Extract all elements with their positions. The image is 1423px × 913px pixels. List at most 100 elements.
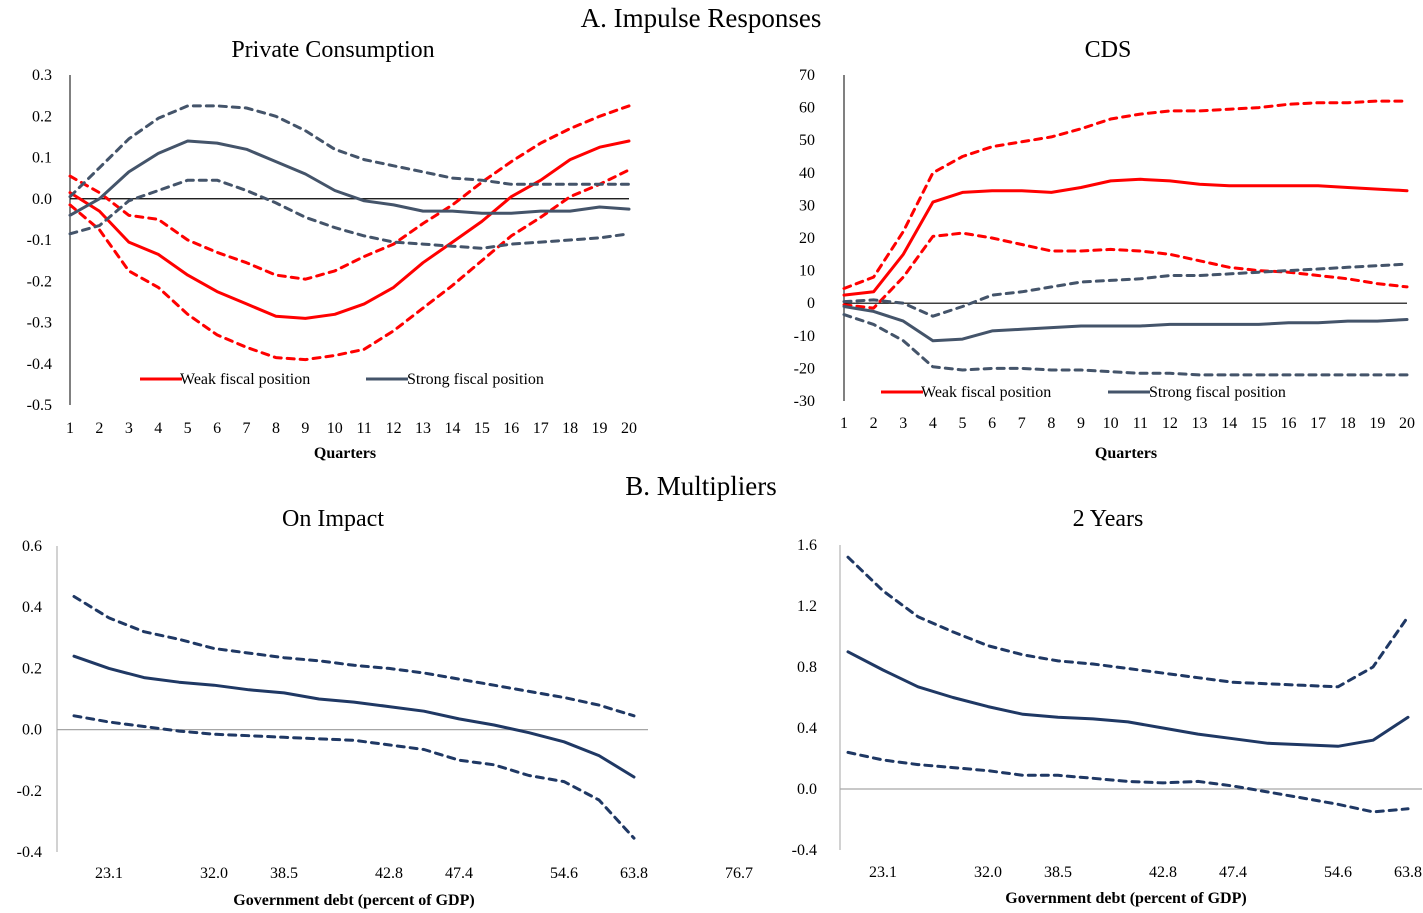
- x-tick-label: 17: [1310, 415, 1326, 432]
- chart-two-years: 2 Years -0.4 0.0 0.4 0.8 1.2 1.6 23.1 32.0 38.5 42…: [792, 506, 1422, 907]
- x-tick-label: 10: [327, 420, 343, 437]
- series-line-multiplier-estimate: [72, 654, 636, 779]
- x-tick-label: 11: [356, 420, 371, 437]
- y-tick-label: 0.6: [22, 538, 42, 555]
- x-tick-label: 6: [988, 415, 996, 432]
- x-tick-label: 47.4: [445, 865, 473, 882]
- x-tick-label: 54.6: [1324, 864, 1352, 881]
- y-tick-label: 60: [799, 100, 815, 117]
- x-tick-label: 20: [621, 420, 637, 437]
- series-line-weak-band: [68, 168, 631, 362]
- y-tick-label: -0.4: [27, 356, 52, 373]
- y-tick-label: 1.6: [797, 537, 817, 554]
- y-tick-label: -0.5: [27, 397, 52, 414]
- x-tick-label: 18: [562, 420, 578, 437]
- x-tick-label: 20: [1399, 415, 1415, 432]
- x-tick-label: 17: [533, 420, 549, 437]
- y-tick-label: -10: [794, 328, 815, 345]
- chart-title: On Impact: [282, 506, 384, 532]
- y-tick-label: 10: [799, 263, 815, 280]
- y-tick-label: -0.4: [792, 842, 817, 859]
- x-tick-label: 23.1: [869, 864, 897, 881]
- x-tick-label: 7: [243, 420, 251, 437]
- x-tick-label: 5: [959, 415, 967, 432]
- x-tick-label: 54.6: [550, 865, 578, 882]
- series-line-strong-band: [842, 262, 1409, 318]
- y-tick-label: -0.2: [17, 783, 42, 800]
- x-tick-label: 42.8: [1149, 864, 1177, 881]
- x-tick-label: 23.1: [95, 865, 123, 882]
- x-tick-label: 32.0: [974, 864, 1002, 881]
- section-a-title: A. Impulse Responses: [581, 3, 822, 33]
- series-line-multiplier-band: [846, 555, 1410, 689]
- x-tick-label: 8: [1047, 415, 1055, 432]
- series-line-weak-band: [842, 231, 1409, 310]
- x-tick-label: 10: [1103, 415, 1119, 432]
- x-tick-label: 76.7: [725, 865, 753, 882]
- series-line-multiplier-estimate: [846, 650, 1410, 748]
- section-b-title: B. Multipliers: [625, 471, 777, 501]
- y-tick-label: -30: [794, 393, 815, 410]
- chart-title: 2 Years: [1073, 506, 1144, 532]
- x-tick-label: 2: [95, 420, 103, 437]
- x-tick-label: 1: [840, 415, 848, 432]
- y-tick-label: -0.3: [27, 315, 52, 332]
- x-tick-label: 32.0: [200, 865, 228, 882]
- x-tick-label: 38.5: [1044, 864, 1072, 881]
- series-line-weak-estimate: [68, 139, 631, 320]
- x-tick-label: 19: [1369, 415, 1385, 432]
- chart-title: CDS: [1085, 37, 1132, 63]
- x-axis-title: Quarters: [1095, 445, 1157, 462]
- series-line-multiplier-band: [846, 750, 1410, 814]
- x-tick-label: 12: [1162, 415, 1178, 432]
- x-tick-label: 3: [125, 420, 133, 437]
- x-tick-label: 11: [1133, 415, 1148, 432]
- y-tick-label: 0: [807, 295, 815, 312]
- x-tick-label: 4: [154, 420, 162, 437]
- x-tick-label: 13: [1192, 415, 1208, 432]
- x-tick-label: 14: [1221, 415, 1237, 432]
- x-tick-label: 9: [1077, 415, 1085, 432]
- y-tick-label: 70: [799, 67, 815, 84]
- legend-label: Weak fiscal position: [921, 384, 1051, 401]
- y-tick-label: 20: [799, 230, 815, 247]
- x-tick-label: 7: [1018, 415, 1026, 432]
- series-line-strong-band: [842, 313, 1409, 377]
- x-tick-label: 3: [899, 415, 907, 432]
- series-line-multiplier-band: [72, 595, 636, 718]
- x-tick-label: 38.5: [270, 865, 298, 882]
- x-tick-label: 16: [503, 420, 519, 437]
- legend-label: Weak fiscal position: [180, 371, 310, 388]
- x-tick-label: 15: [474, 420, 490, 437]
- x-tick-label: 9: [301, 420, 309, 437]
- y-tick-label: -0.4: [17, 844, 42, 861]
- y-tick-label: 0.3: [32, 67, 52, 84]
- x-tick-label: 1: [66, 420, 74, 437]
- chart-private-consumption: Private Consumption -0.5 -0.4 -0.3 -0.2 -0.1 0…: [27, 37, 637, 462]
- x-tick-label: 47.4: [1219, 864, 1247, 881]
- x-tick-label: 14: [444, 420, 460, 437]
- y-tick-label: 0.0: [797, 781, 817, 798]
- y-tick-label: 0.0: [22, 722, 42, 739]
- y-tick-label: 0.2: [32, 108, 52, 125]
- x-tick-label: 12: [386, 420, 402, 437]
- x-tick-label: 15: [1251, 415, 1267, 432]
- y-tick-label: -0.2: [27, 273, 52, 290]
- x-tick-label: 2: [870, 415, 878, 432]
- x-tick-label: 18: [1340, 415, 1356, 432]
- y-tick-label: -0.1: [27, 232, 52, 249]
- y-tick-label: 0.8: [797, 659, 817, 676]
- series-line-weak-band: [68, 104, 631, 281]
- legend-label: Strong fiscal position: [1149, 384, 1286, 401]
- y-tick-label: 0.0: [32, 191, 52, 208]
- x-tick-label: 6: [213, 420, 221, 437]
- x-tick-label: 19: [592, 420, 608, 437]
- y-tick-label: 0.1: [32, 150, 52, 167]
- x-tick-label: 16: [1280, 415, 1296, 432]
- y-tick-label: 30: [799, 197, 815, 214]
- y-tick-label: 1.2: [797, 598, 817, 615]
- series-line-multiplier-band: [72, 714, 636, 840]
- y-tick-label: 40: [799, 165, 815, 182]
